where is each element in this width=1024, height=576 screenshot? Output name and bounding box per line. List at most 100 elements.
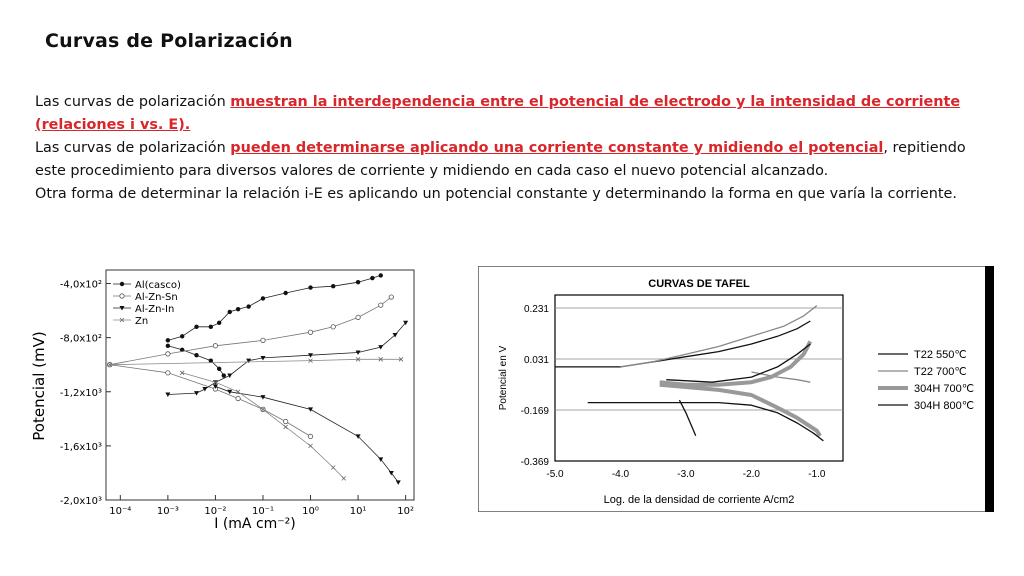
y-tick-label: -2,0x10³ <box>60 496 102 507</box>
data-point <box>307 433 314 440</box>
data-point <box>378 357 384 362</box>
data-point <box>235 307 241 312</box>
data-point <box>355 350 361 356</box>
data-point <box>283 424 288 430</box>
legend-label: 304H 800℃ <box>914 400 974 412</box>
data-point <box>308 353 314 358</box>
data-point <box>227 309 232 315</box>
series-line <box>167 322 406 395</box>
series-line <box>215 386 399 483</box>
series-T22 700℃ <box>620 305 818 383</box>
data-point <box>212 343 219 349</box>
black-edge <box>985 266 994 512</box>
data-point <box>355 314 361 320</box>
data-point <box>260 296 266 301</box>
data-point <box>165 338 171 343</box>
x-tick-label: 10⁻⁴ <box>109 506 131 517</box>
series-line <box>587 401 824 442</box>
data-point <box>216 366 222 371</box>
x-tick-label: 10¹ <box>350 506 367 517</box>
legend-label: Al-Zn-Sn <box>135 292 178 303</box>
data-point <box>283 418 289 425</box>
data-point <box>388 470 394 476</box>
data-point <box>221 373 226 378</box>
paragraph-2-text: Las curvas de polarización <box>35 140 231 156</box>
data-point <box>308 443 313 449</box>
y-tick-label: -0.369 <box>521 457 550 468</box>
x-tick-label: 10² <box>397 506 414 517</box>
data-point <box>165 351 171 357</box>
legend-label: 304H 700℃ <box>914 383 974 395</box>
data-point <box>308 358 313 363</box>
y-tick-label: -1,2x10³ <box>60 388 102 399</box>
data-point <box>246 358 252 364</box>
y-tick-label: -8,0x10² <box>60 334 102 345</box>
x-tick-label: -4.0 <box>612 469 630 480</box>
legend-label: Zn <box>135 316 148 327</box>
data-point <box>208 358 214 363</box>
x-axis-label: Log. de la densidad de corriente A/cm2 <box>604 494 795 506</box>
plot-frame <box>105 269 415 501</box>
tafel-chart: CURVAS DE TAFEL 0.231 0.031 -0.169 -0.369 -… <box>478 266 994 512</box>
data-point <box>227 389 233 395</box>
data-point <box>378 457 384 462</box>
legend-label: T22 550℃ <box>914 349 967 361</box>
series-Al-Zn-In <box>165 320 409 485</box>
data-point <box>179 370 185 376</box>
data-point <box>235 389 241 395</box>
data-point <box>355 434 361 439</box>
x-axis-label: I (mA cm⁻²) <box>214 516 296 532</box>
chart-title: CURVAS DE TAFEL <box>648 278 750 290</box>
data-point <box>260 355 266 361</box>
series-line <box>659 340 813 387</box>
data-point <box>330 465 336 470</box>
data-point <box>378 345 384 350</box>
y-axis-label: Potencial en V <box>498 345 509 410</box>
data-point <box>392 332 398 338</box>
x-tick-label: 10⁻³ <box>157 506 179 517</box>
paragraph-2-text-end: , repitiendo este procedimiento para div… <box>35 140 966 179</box>
data-point <box>193 391 199 396</box>
data-point <box>208 324 214 330</box>
plot-frame <box>554 294 844 462</box>
legend-marker <box>119 306 125 311</box>
data-point <box>378 302 384 308</box>
series-304H 700℃ <box>659 340 822 437</box>
x-tick-label: -5.0 <box>546 469 564 480</box>
x-tick-label: 10⁰ <box>302 506 319 517</box>
legend-marker <box>119 281 125 287</box>
data-point <box>308 407 314 412</box>
y-tick-label: 0.231 <box>524 304 549 315</box>
data-point <box>355 357 361 362</box>
paragraph-3: Otra forma de determinar la relación i-E… <box>35 186 957 202</box>
paragraph-1: Las curvas de polarización muestran la i… <box>35 91 985 137</box>
legend-marker <box>119 293 125 299</box>
data-point <box>355 279 361 285</box>
polarization-chart: -4,0x10² -8,0x10² -1,2x10³ -1,6x10³ -2,0x10³… <box>30 269 415 532</box>
legend-marker <box>119 317 125 323</box>
data-point <box>341 476 347 481</box>
series-line <box>620 305 818 368</box>
series-line <box>666 343 811 383</box>
data-point <box>398 357 404 362</box>
paragraph-1-highlight: muestran la interdependencia entre el po… <box>35 94 961 133</box>
data-point <box>194 324 199 330</box>
data-point <box>212 384 218 389</box>
x-tick-label: -2.0 <box>743 469 761 480</box>
data-point <box>216 320 222 325</box>
data-point <box>165 392 171 397</box>
y-axis-label: Potencial (mV) <box>30 331 48 440</box>
series-Al(casco) <box>165 273 383 378</box>
x-tick-label: 10⁻² <box>204 506 226 517</box>
y-tick-label: -4,0x10² <box>60 280 102 291</box>
y-tick-label: -0.169 <box>521 406 550 417</box>
data-point <box>260 337 266 343</box>
x-tick-label: -3.0 <box>677 469 695 480</box>
paragraph-2-highlight: pueden determinarse aplicando una corrie… <box>230 140 884 156</box>
series-line <box>751 371 811 383</box>
legend-label: Al(casco) <box>135 280 181 291</box>
data-point <box>194 353 199 358</box>
series-line <box>182 372 345 479</box>
data-point <box>330 324 336 330</box>
data-point <box>388 294 394 300</box>
